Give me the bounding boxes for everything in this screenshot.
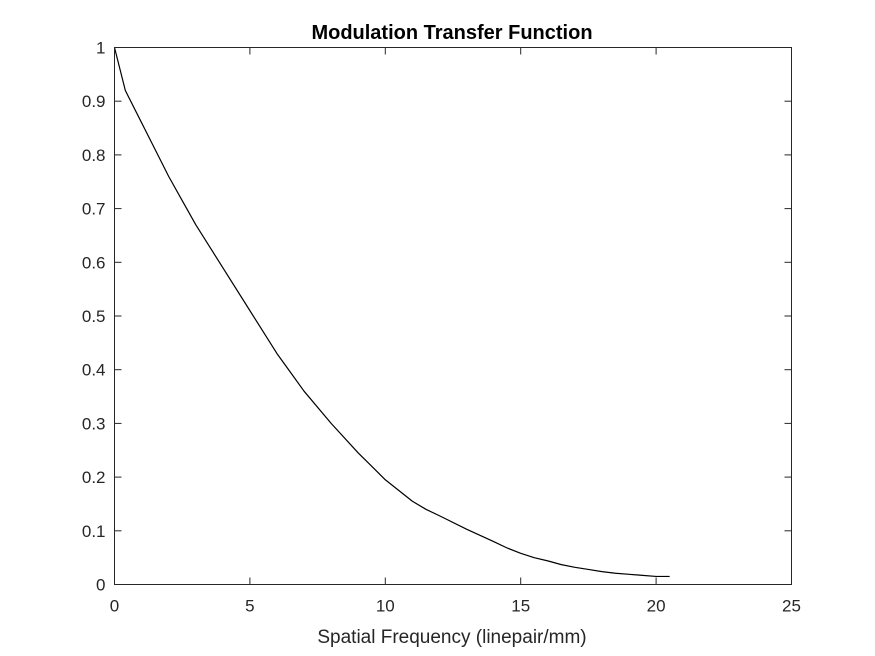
x-tick-label: 5 [245,597,254,616]
x-axis-label: Spatial Frequency (linepair/mm) [317,627,586,648]
x-tick-label: 10 [376,597,395,616]
y-tick-label: 0.2 [82,468,106,487]
mtf-curve [113,47,670,578]
x-tick-label: 0 [110,597,119,616]
plot-area-box [114,47,792,585]
x-tick-label: 20 [647,597,666,616]
y-tick-label: 0.7 [82,200,106,219]
y-tick-label: 0.9 [82,92,106,111]
y-tick-label: 0 [96,576,105,595]
y-tick-label: 0.6 [82,253,106,272]
y-tick-label: 0.3 [82,414,106,433]
y-tick-label: 0.8 [82,146,106,165]
ticks-layer: 0 5 10 15 20 25 0 0.1 0.2 0.3 0.4 0.5 0.6 0.7 0.8 0.9 1 [82,39,801,616]
chart-title: Modulation Transfer Function [311,22,592,44]
y-tick-label: 0.4 [82,361,106,380]
x-tick-label: 15 [511,597,530,616]
y-tick-label: 1 [96,39,105,58]
series-layer [113,47,670,578]
y-tick-label: 0.5 [82,307,106,326]
y-tick-label: 0.1 [82,522,106,541]
x-tick-label: 25 [782,597,801,616]
